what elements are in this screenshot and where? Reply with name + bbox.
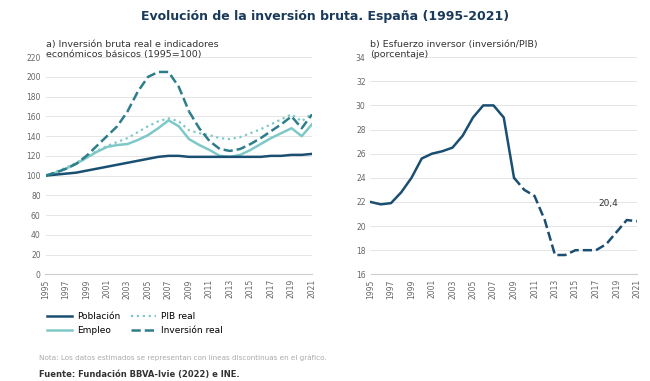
Legend: Población, Empleo, PIB real, Inversión real: Población, Empleo, PIB real, Inversión r… — [44, 309, 226, 338]
Text: Nota: Los datos estimados se representan con líneas discontinuas en el gráfico.: Nota: Los datos estimados se representan… — [39, 354, 326, 361]
Text: 20,4: 20,4 — [599, 199, 619, 208]
Text: a) Inversión bruta real e indicadores
económicos básicos (1995=100): a) Inversión bruta real e indicadores ec… — [46, 40, 218, 59]
Text: Fuente: Fundación BBVA-Ivie (2022) e INE.: Fuente: Fundación BBVA-Ivie (2022) e INE… — [39, 370, 240, 379]
Text: Evolución de la inversión bruta. España (1995-2021): Evolución de la inversión bruta. España … — [141, 10, 509, 22]
Text: b) Esfuerzo inversor (inversión/PIB)
(porcentaje): b) Esfuerzo inversor (inversión/PIB) (po… — [370, 40, 538, 59]
